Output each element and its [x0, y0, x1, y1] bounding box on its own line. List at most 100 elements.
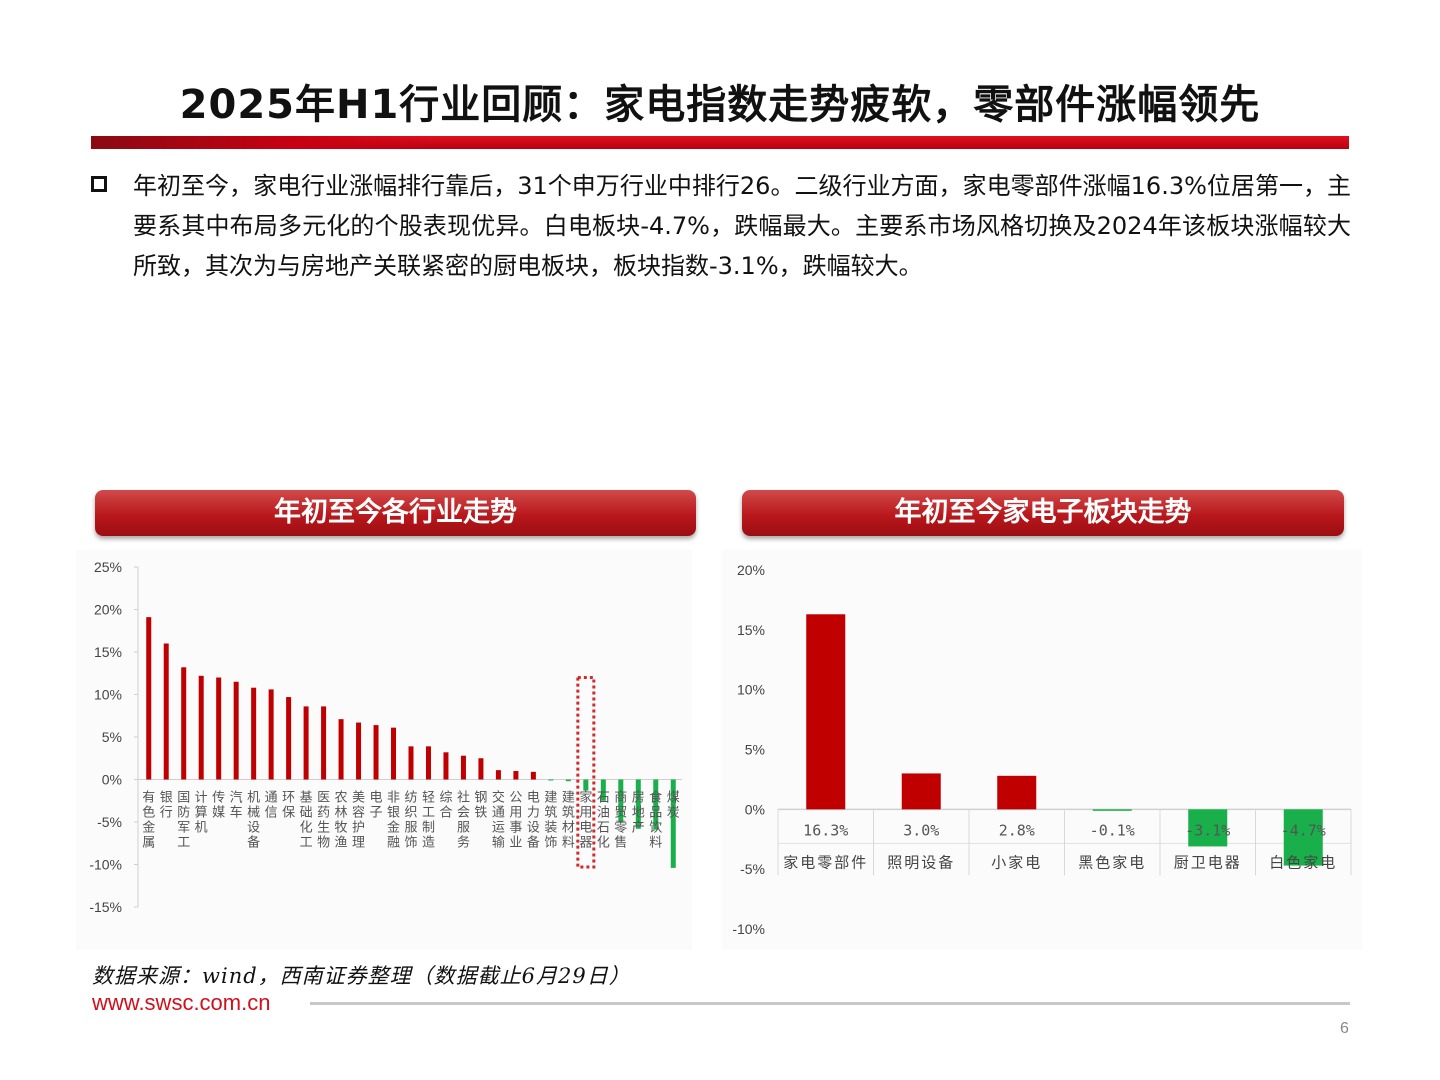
category-label-char: 织 [404, 806, 417, 821]
category-label-char: 牧 [335, 821, 348, 836]
category-label-char: 务 [457, 835, 470, 851]
bar [233, 681, 239, 780]
category-label-char: 工 [422, 806, 435, 821]
bar [216, 677, 222, 780]
category-label-char: 础 [300, 806, 313, 821]
category-label-char: 轻 [422, 791, 435, 806]
category-label-char: 备 [527, 835, 540, 851]
category-label-char: 信 [265, 806, 278, 821]
data-source-note: 数据来源：wind，西南证券整理（数据截止6月29日） [92, 964, 631, 988]
bar [806, 614, 846, 810]
category-label-char: 防 [177, 805, 190, 821]
category-label-char: 通 [265, 791, 278, 806]
bar [1283, 809, 1323, 866]
bar [1188, 809, 1228, 847]
category-label: 厨卫电器 [1174, 853, 1242, 871]
y-tick-label: 20% [737, 562, 765, 578]
subsector-bar-chart: -10% -5% 0% 5% 10% 15% 20% 16.3% 家电零部件 3.0% 照明设备 2.… [732, 562, 1352, 937]
left-chart-background [76, 550, 692, 950]
category-label-char: 油 [597, 806, 610, 821]
bar [997, 775, 1037, 810]
category-label-char: 运 [492, 821, 505, 836]
bar [583, 779, 589, 791]
category-label-char: 媒 [212, 806, 225, 821]
category-label-char: 电 [527, 791, 540, 806]
category-label-char: 社 [457, 790, 470, 806]
data-label: 2.8% [999, 821, 1035, 839]
bar [460, 755, 466, 780]
category-label: 小家电 [991, 853, 1042, 871]
footer-divider [310, 1002, 1350, 1005]
data-label: 3.0% [903, 821, 939, 839]
bar [478, 758, 484, 780]
bar [198, 675, 204, 780]
category-label-char: 售 [614, 835, 627, 851]
category-label-char: 材 [562, 821, 575, 836]
category-label-char: 基 [300, 791, 313, 806]
bar [443, 752, 449, 780]
category-label-char: 械 [247, 806, 260, 821]
y-tick-label: 10% [94, 687, 122, 703]
category-label-char: 家 [579, 790, 592, 806]
category-label-char: 汽 [230, 791, 243, 806]
category-label-char: 环 [282, 791, 295, 806]
data-label: -3.1% [1185, 821, 1230, 839]
bar [548, 779, 554, 781]
bar [286, 697, 292, 780]
category-label-char: 综 [439, 791, 452, 806]
category-label-char: 饰 [544, 836, 557, 851]
category-label-char: 石 [597, 821, 610, 836]
category-label-char: 化 [300, 821, 313, 836]
category-label-char: 机 [247, 791, 260, 806]
category-label-char: 理 [352, 836, 365, 851]
bar [391, 727, 397, 780]
y-tick-label: 15% [94, 644, 122, 660]
category-label-char: 料 [562, 836, 575, 851]
category-label-char: 银 [387, 806, 400, 821]
category-label-char: 事 [509, 821, 522, 836]
category-label-char: 物 [317, 836, 330, 851]
category-label-char: 建 [562, 791, 575, 806]
category-label-char: 炭 [667, 806, 680, 821]
bar [251, 687, 257, 780]
category-label-char: 服 [457, 821, 470, 836]
data-label: 16.3% [803, 821, 848, 839]
y-tick-label: -15% [89, 899, 122, 915]
category-label-char: 药 [317, 806, 330, 821]
y-tick-label: -10% [732, 921, 765, 937]
category-label-char: 金 [387, 820, 400, 836]
bar [513, 771, 519, 780]
bar [408, 746, 414, 780]
category-label-char: 通 [492, 806, 505, 821]
bar [495, 770, 501, 780]
category-label-char: 生 [317, 821, 330, 836]
category-label-char: 地 [632, 806, 645, 821]
company-website: www.swsc.com.cn [92, 990, 271, 1015]
category-label: 白色家电 [1269, 853, 1337, 871]
y-tick-label: 0% [102, 772, 122, 788]
category-label-char: 用 [579, 806, 592, 821]
category-label-char: 农 [335, 791, 348, 806]
category-label-char: 融 [387, 836, 400, 851]
bar [303, 706, 309, 780]
industry-chart-header: 年初至今各行业走势 [95, 490, 696, 536]
bar [338, 719, 344, 780]
bar [425, 746, 431, 780]
category-label-char: 贸 [614, 806, 627, 821]
y-tick-label: 20% [94, 602, 122, 618]
category-label-char: 商 [614, 791, 627, 806]
category-label-char: 饮 [649, 821, 662, 836]
category-label-char: 子 [370, 806, 383, 821]
category-label-char: 机 [195, 821, 208, 836]
category-label-char: 输 [492, 835, 505, 851]
highlight-box [576, 676, 596, 869]
category-label-char: 煤 [667, 791, 680, 806]
y-tick-label: -5% [740, 861, 765, 877]
category-label-char: 属 [142, 836, 155, 851]
y-tick-label: 15% [737, 622, 765, 638]
summary-paragraph: 年初至今，家电行业涨幅排行靠后，31个申万行业中排行26。二级行业方面，家电零部… [133, 172, 1351, 280]
category-label-char: 国 [177, 791, 190, 806]
bar [181, 667, 187, 780]
category-label-char: 林 [335, 806, 348, 821]
